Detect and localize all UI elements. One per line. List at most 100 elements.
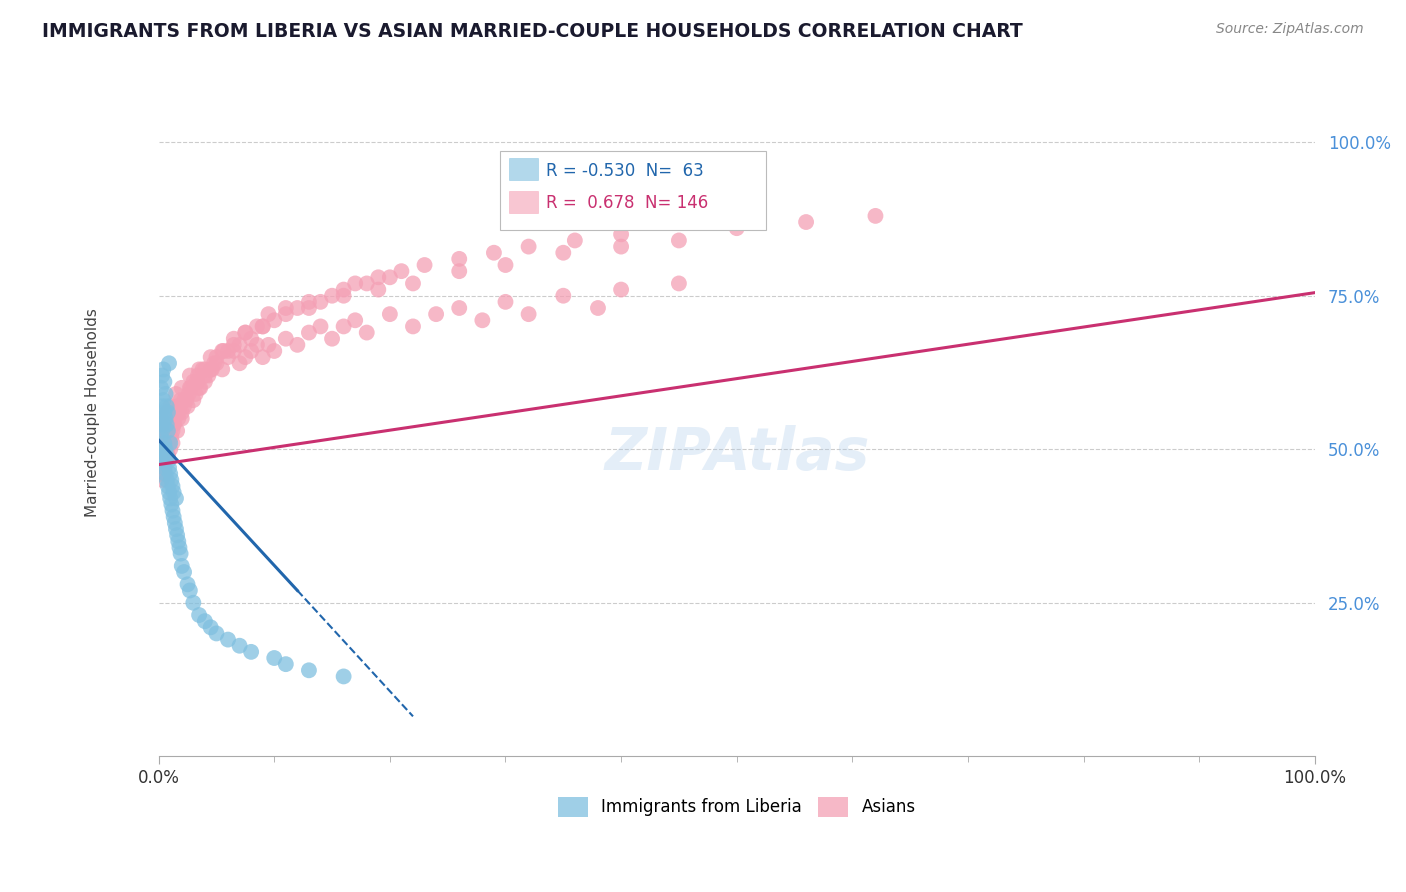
Point xyxy=(274,307,297,321)
Point xyxy=(152,454,174,468)
Point xyxy=(169,547,191,561)
Point xyxy=(211,343,233,358)
Point xyxy=(471,313,494,327)
Point xyxy=(157,436,180,450)
Point xyxy=(150,436,173,450)
Point xyxy=(156,411,179,425)
Point xyxy=(159,491,181,506)
FancyBboxPatch shape xyxy=(499,151,766,230)
Point xyxy=(165,405,187,419)
Point xyxy=(176,399,198,413)
Point xyxy=(152,393,174,408)
Point xyxy=(160,430,183,444)
Point xyxy=(165,491,187,506)
Point xyxy=(177,387,200,401)
Point xyxy=(179,368,201,383)
Text: Source: ZipAtlas.com: Source: ZipAtlas.com xyxy=(1216,22,1364,37)
Point xyxy=(188,362,211,376)
Point xyxy=(153,405,176,419)
Point xyxy=(222,343,245,358)
Point xyxy=(157,430,180,444)
Point xyxy=(170,381,193,395)
Point xyxy=(149,442,172,457)
Point xyxy=(449,252,471,266)
Point xyxy=(233,326,256,340)
Point xyxy=(186,375,208,389)
Point xyxy=(167,411,190,425)
Point xyxy=(156,449,179,463)
Point xyxy=(332,289,354,303)
Point xyxy=(162,479,184,493)
Point xyxy=(553,245,575,260)
Point xyxy=(610,227,633,242)
Point xyxy=(162,503,184,517)
Point xyxy=(794,215,817,229)
Point xyxy=(156,442,179,457)
Point xyxy=(152,417,174,432)
Point xyxy=(165,387,187,401)
Point xyxy=(344,313,367,327)
Point xyxy=(159,467,181,481)
Point xyxy=(332,669,354,683)
Point xyxy=(252,319,274,334)
Point xyxy=(233,350,256,364)
Point xyxy=(865,209,887,223)
Point xyxy=(179,381,201,395)
Point xyxy=(157,485,180,500)
Point xyxy=(162,424,184,438)
Point xyxy=(263,313,285,327)
Point xyxy=(152,417,174,432)
Point xyxy=(217,350,239,364)
Point xyxy=(194,614,217,628)
Point xyxy=(217,632,239,647)
Point xyxy=(228,639,250,653)
Point xyxy=(181,375,204,389)
Point xyxy=(274,332,297,346)
Point xyxy=(228,356,250,370)
Point xyxy=(668,234,690,248)
Point xyxy=(155,454,177,468)
Point xyxy=(150,460,173,475)
Point xyxy=(153,375,176,389)
Point xyxy=(166,399,188,413)
Point xyxy=(150,473,173,487)
Point xyxy=(298,301,321,315)
Text: R = -0.530  N=  63: R = -0.530 N= 63 xyxy=(546,162,703,180)
FancyBboxPatch shape xyxy=(509,158,538,180)
Point xyxy=(181,596,204,610)
Point xyxy=(194,362,217,376)
Point xyxy=(298,663,321,677)
Point xyxy=(153,436,176,450)
Point xyxy=(181,393,204,408)
Point xyxy=(173,565,195,579)
Point xyxy=(263,651,285,665)
Point xyxy=(152,362,174,376)
Point xyxy=(257,307,280,321)
Point xyxy=(449,264,471,278)
Point xyxy=(150,454,173,468)
Point xyxy=(160,498,183,512)
Point xyxy=(152,449,174,463)
Point xyxy=(222,338,245,352)
Point xyxy=(153,460,176,475)
Point xyxy=(173,393,195,408)
Point xyxy=(156,417,179,432)
Point xyxy=(356,326,378,340)
Point xyxy=(155,387,177,401)
Point xyxy=(495,294,517,309)
Point xyxy=(378,270,401,285)
Point xyxy=(200,620,222,634)
Point xyxy=(176,577,198,591)
Point xyxy=(149,430,172,444)
Point xyxy=(157,460,180,475)
Point xyxy=(298,294,321,309)
Text: IMMIGRANTS FROM LIBERIA VS ASIAN MARRIED-COUPLE HOUSEHOLDS CORRELATION CHART: IMMIGRANTS FROM LIBERIA VS ASIAN MARRIED… xyxy=(42,22,1024,41)
Text: ZIPAtlas: ZIPAtlas xyxy=(605,425,869,483)
Point xyxy=(187,368,209,383)
Point xyxy=(156,417,179,432)
Point xyxy=(150,399,173,413)
Point xyxy=(162,436,184,450)
Point xyxy=(240,332,263,346)
Point xyxy=(188,381,211,395)
Point xyxy=(155,442,177,457)
